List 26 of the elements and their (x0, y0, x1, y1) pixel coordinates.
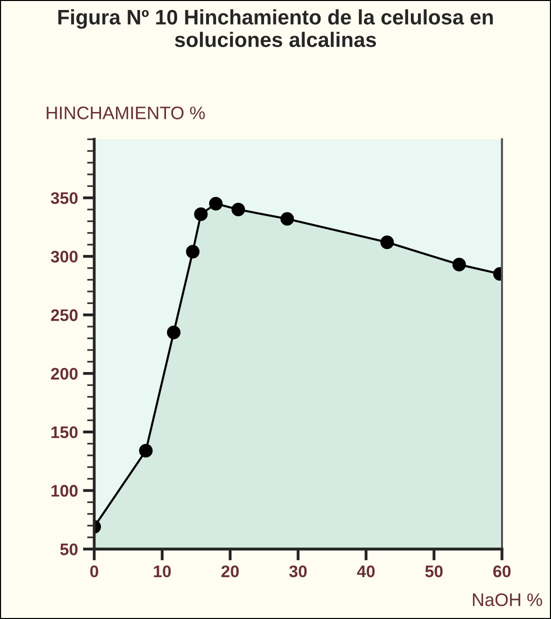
y-axis-title: HINCHAMIENTO % (46, 106, 205, 120)
y-tick-label: 250 (51, 309, 78, 322)
point (452, 258, 466, 272)
y-tick-label: 100 (51, 484, 78, 497)
x-tick-label: 60 (493, 565, 511, 578)
point (280, 212, 294, 226)
x-tick-label: 30 (289, 565, 307, 578)
x-tick-label: 0 (90, 565, 98, 578)
point (139, 444, 153, 458)
x-axis-title: NaOH % (472, 593, 542, 606)
y-tick-label: 50 (60, 543, 78, 556)
x-tick-label: 10 (154, 565, 171, 578)
y-tick-label: 350 (50, 192, 78, 204)
x-tick-label: 40 (357, 565, 375, 578)
chart-title: Figura Nº 10 Hinchamiento de la celulosa en soluciones alcalinas (58, 9, 493, 48)
point (380, 236, 394, 250)
point (166, 326, 180, 340)
y-tick-label: 300 (50, 250, 78, 263)
point (186, 244, 200, 258)
point (232, 202, 246, 216)
x-tick-label: 50 (425, 565, 443, 578)
x-tick-label: 20 (221, 565, 239, 578)
y-tick-label: 150 (51, 426, 78, 438)
y-tick-label: 200 (51, 368, 78, 380)
point (209, 196, 223, 210)
point (194, 207, 208, 221)
